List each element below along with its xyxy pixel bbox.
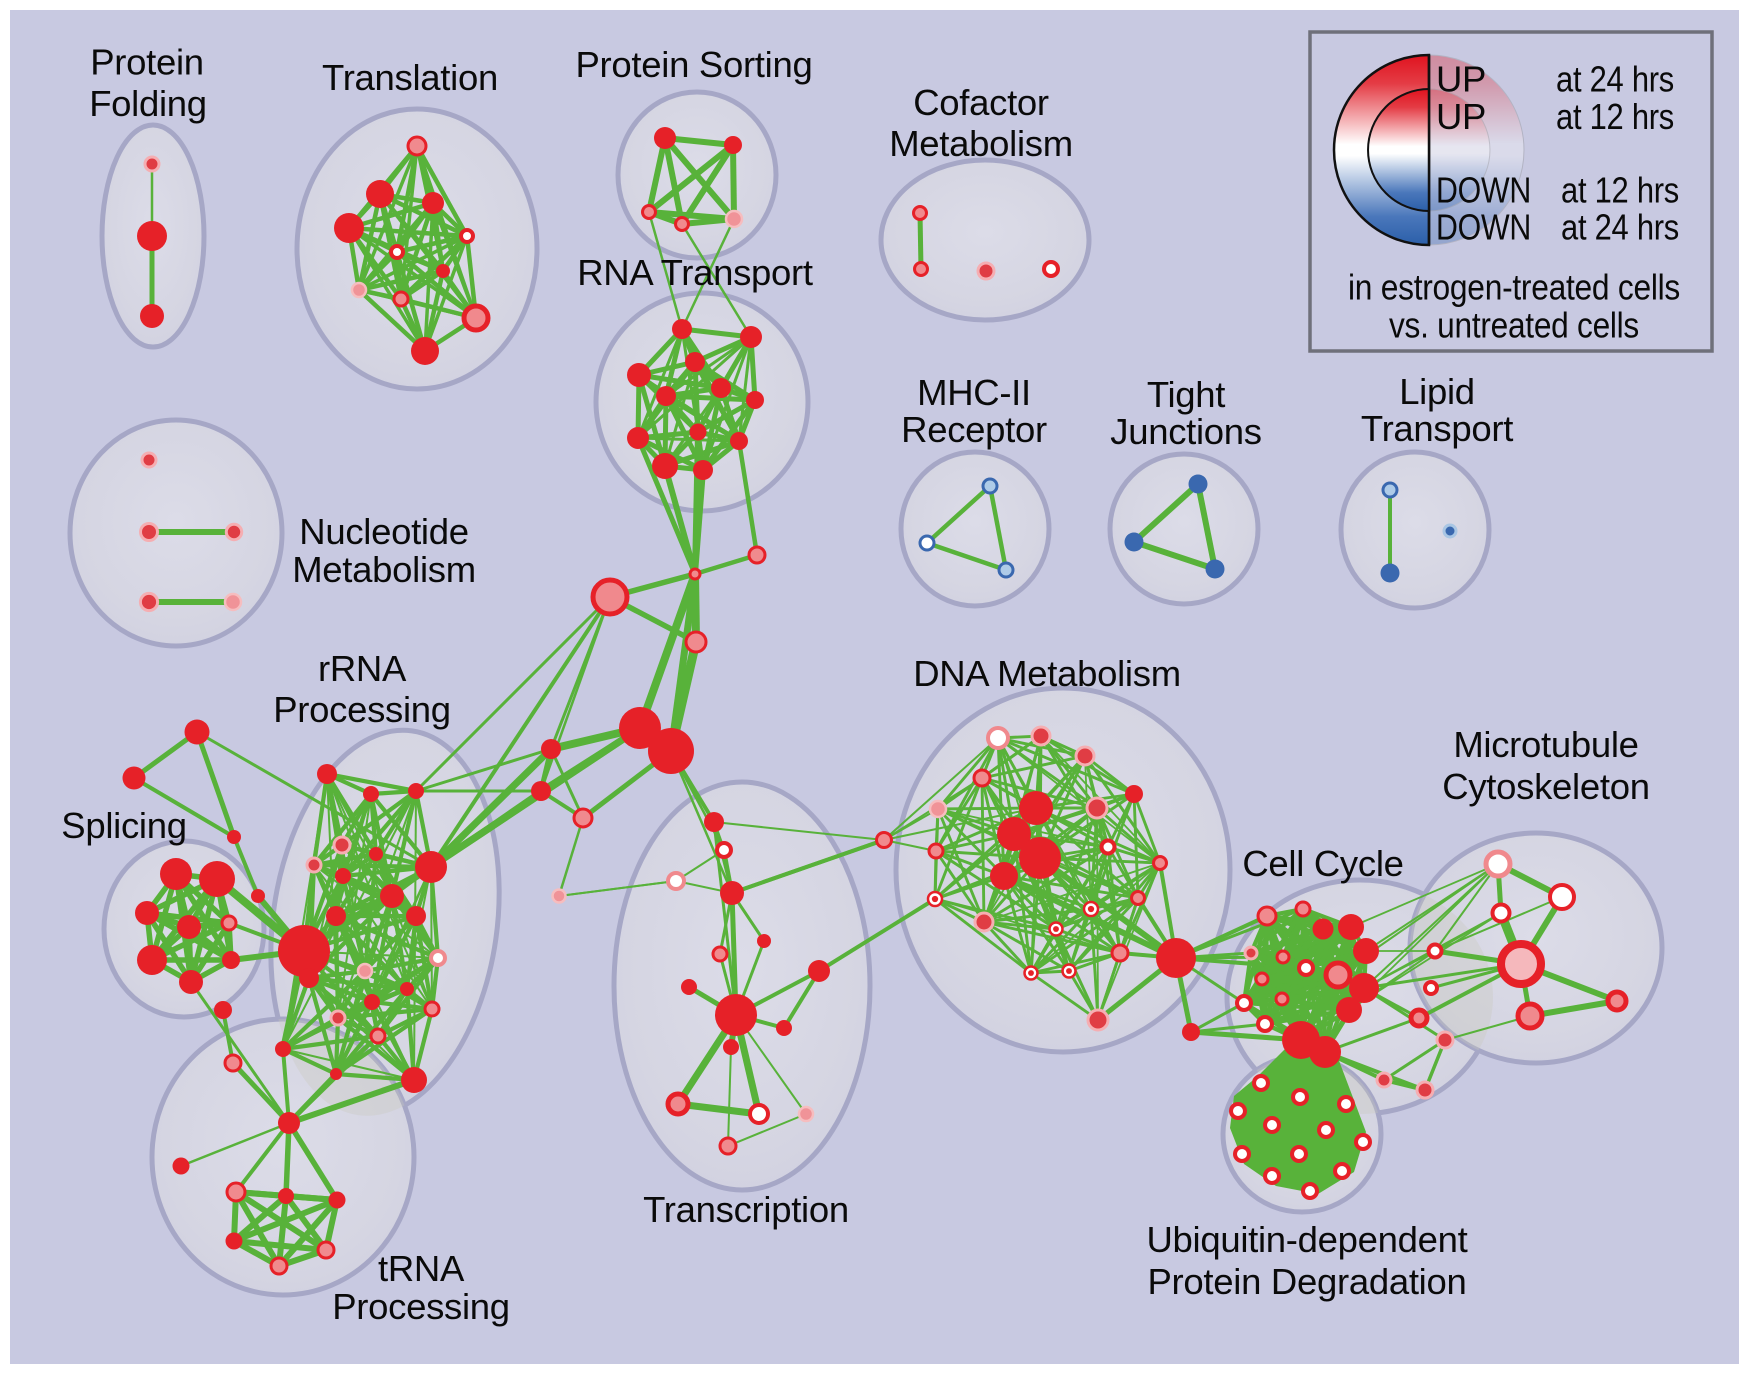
svg-text:Translation: Translation — [322, 57, 498, 98]
svg-text:at 12 hrs: at 12 hrs — [1556, 96, 1674, 137]
svg-text:Transcription: Transcription — [643, 1189, 849, 1230]
svg-text:Protein: Protein — [90, 42, 204, 83]
svg-text:Nucleotide: Nucleotide — [299, 511, 468, 552]
svg-text:Ubiquitin-dependent: Ubiquitin-dependent — [1146, 1219, 1467, 1260]
svg-text:Splicing: Splicing — [61, 805, 186, 846]
svg-text:Cytoskeleton: Cytoskeleton — [1442, 766, 1649, 807]
svg-text:Tight: Tight — [1147, 374, 1225, 415]
svg-text:DOWN: DOWN — [1436, 170, 1531, 211]
svg-text:tRNA: tRNA — [378, 1248, 465, 1289]
svg-text:Metabolism: Metabolism — [889, 123, 1073, 164]
svg-text:Receptor: Receptor — [901, 409, 1047, 450]
svg-text:Metabolism: Metabolism — [292, 549, 476, 590]
svg-text:DNA Metabolism: DNA Metabolism — [913, 653, 1181, 694]
svg-text:Folding: Folding — [89, 83, 207, 124]
svg-text:at 24 hrs: at 24 hrs — [1561, 207, 1679, 248]
svg-text:Protein Degradation: Protein Degradation — [1148, 1261, 1467, 1302]
svg-text:Transport: Transport — [1361, 408, 1513, 449]
svg-text:UP: UP — [1436, 96, 1486, 137]
svg-text:vs. untreated cells: vs. untreated cells — [1389, 305, 1639, 346]
svg-text:Cofactor: Cofactor — [913, 82, 1049, 123]
svg-text:UP: UP — [1436, 59, 1486, 100]
svg-text:Processing: Processing — [332, 1286, 510, 1327]
svg-text:at 12 hrs: at 12 hrs — [1561, 170, 1679, 211]
svg-text:at 24 hrs: at 24 hrs — [1556, 59, 1674, 100]
svg-text:rRNA: rRNA — [318, 648, 407, 689]
svg-text:Processing: Processing — [273, 689, 451, 730]
svg-text:Junctions: Junctions — [1110, 411, 1262, 452]
svg-text:Lipid: Lipid — [1399, 371, 1475, 412]
svg-text:in estrogen-treated cells: in estrogen-treated cells — [1348, 267, 1680, 308]
svg-text:Cell Cycle: Cell Cycle — [1242, 843, 1403, 884]
svg-text:DOWN: DOWN — [1436, 207, 1531, 248]
svg-text:Protein Sorting: Protein Sorting — [576, 44, 813, 85]
svg-text:RNA Transport: RNA Transport — [577, 252, 813, 293]
svg-text:Microtubule: Microtubule — [1453, 724, 1638, 765]
svg-text:MHC-II: MHC-II — [917, 372, 1031, 413]
